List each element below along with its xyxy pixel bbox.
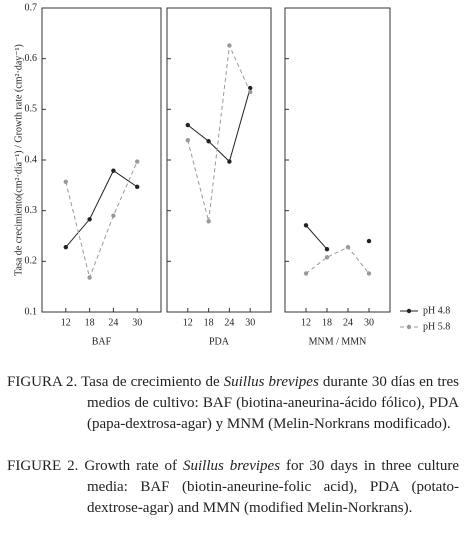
caption-label: FIGURE 2. xyxy=(7,458,79,474)
legend-marker xyxy=(406,308,412,314)
species: Suillus brevipes xyxy=(223,374,319,390)
point xyxy=(303,271,309,276)
x-tick-label: 18 xyxy=(85,317,95,328)
x-tick-label: 30 xyxy=(245,317,255,328)
point xyxy=(227,159,232,164)
point xyxy=(185,122,190,128)
x-tick-label: 30 xyxy=(364,317,374,328)
point xyxy=(324,246,330,252)
plot-frame xyxy=(166,7,272,313)
point xyxy=(111,213,116,218)
x-tick-label: 12 xyxy=(61,317,71,328)
point xyxy=(135,184,140,190)
series-line xyxy=(65,161,138,280)
caption-text: Growth rate of xyxy=(84,458,178,474)
x-tick-label: 24 xyxy=(108,317,118,328)
caption-text: for 30 days in three culture media: BAF … xyxy=(87,458,460,516)
y-axis-label: Tasa de crecimiento(cm²·día⁻¹) / Growth … xyxy=(13,44,24,276)
caption-es: FIGURA 2. Tasa de crecimiento de Suillus… xyxy=(7,372,459,435)
point xyxy=(111,168,116,173)
point xyxy=(366,238,372,244)
y-tick-label: 0.5 xyxy=(25,104,38,115)
y-tick-label: 0.3 xyxy=(25,205,38,216)
caption-text: Tasa de crecimiento de xyxy=(81,374,220,390)
y-tick-label: 0.6 xyxy=(25,53,38,64)
x-axis-label: PDA xyxy=(209,336,230,347)
plot-frame xyxy=(41,7,162,313)
legend-marker xyxy=(406,324,412,330)
point xyxy=(303,223,309,228)
caption-en: FIGURE 2. Growth rate of Suillus brevipe… xyxy=(7,456,459,519)
x-tick-label: 12 xyxy=(301,317,311,328)
point xyxy=(87,217,92,222)
point xyxy=(135,159,140,164)
y-tick-label: 0.1 xyxy=(25,306,38,317)
caption-text: durante 30 días en tres medios de cultiv… xyxy=(87,374,459,432)
y-tick-label: 0.2 xyxy=(25,256,38,267)
x-tick-label: 18 xyxy=(322,317,332,328)
series-line xyxy=(305,246,370,274)
point xyxy=(63,179,68,184)
point xyxy=(366,271,372,276)
point xyxy=(206,219,211,224)
series-line xyxy=(187,87,251,163)
y-tick-label: 0.4 xyxy=(25,154,38,165)
series-line xyxy=(65,169,138,248)
point xyxy=(87,275,92,280)
point xyxy=(206,139,211,144)
point xyxy=(185,138,190,143)
legend-label: pH 5.8 xyxy=(423,321,450,332)
x-tick-label: 12 xyxy=(183,317,193,328)
x-tick-label: 18 xyxy=(204,317,214,328)
y-tick-label: 0.7 xyxy=(25,2,38,13)
x-axis-label: BAF xyxy=(92,336,112,347)
point xyxy=(345,244,351,250)
plot-frame xyxy=(284,7,391,313)
x-axis-label: MNM / MMN xyxy=(309,336,367,347)
legend-label: pH 4.8 xyxy=(423,305,450,316)
series-line xyxy=(305,225,328,250)
species: Suillus brevipes xyxy=(182,458,281,474)
point xyxy=(63,244,68,250)
point xyxy=(248,89,253,95)
point xyxy=(227,43,232,48)
x-tick-label: 24 xyxy=(343,317,353,328)
chart: 0.1 0.2 0.3 0.4 0.5 0.6 0.7 12 18 24 30 BAF Tasa de … xyxy=(13,2,450,347)
x-tick-label: 30 xyxy=(132,317,142,328)
point xyxy=(324,255,330,260)
x-tick-label: 24 xyxy=(224,317,234,328)
caption-label: FIGURA 2. xyxy=(7,374,78,390)
series-line xyxy=(187,43,251,222)
